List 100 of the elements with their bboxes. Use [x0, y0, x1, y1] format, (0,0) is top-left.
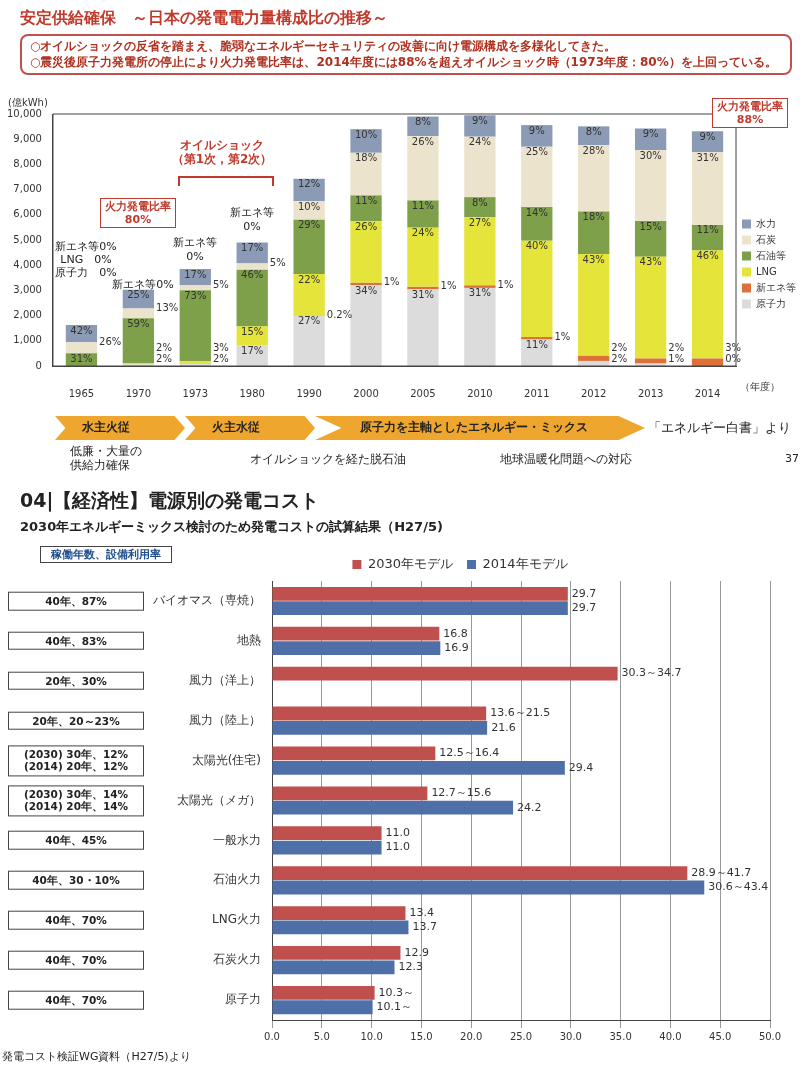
- y-tick-label: 9,000: [13, 132, 42, 144]
- annotation: 新エネ等: [173, 236, 217, 250]
- x-tick-label: 20.0: [460, 1030, 483, 1042]
- x-tick-label: 2013: [637, 387, 664, 399]
- legend-label: 石油等: [756, 249, 786, 261]
- chart-title: 安定供給確保 ～日本の発電電力量構成比の推移～: [20, 8, 388, 29]
- annotation: 1%: [383, 276, 400, 288]
- annotation: 31%: [696, 151, 719, 163]
- legend-label: LNG: [756, 265, 777, 277]
- x-tick-label: 2010: [467, 387, 493, 399]
- annotation: 3%: [725, 341, 742, 353]
- annotation: 9%: [642, 128, 659, 140]
- annotation: 14%: [525, 206, 548, 218]
- annotation: 73%: [184, 289, 207, 301]
- annotation: 1%: [497, 278, 514, 290]
- annotation: 17%: [241, 242, 264, 254]
- annotation: 2%: [668, 341, 685, 353]
- text: 火主水従: [212, 420, 260, 435]
- annotation: 2%: [611, 352, 628, 364]
- annotation: 46%: [696, 250, 719, 262]
- x-tick-label: 5.0: [313, 1030, 330, 1042]
- data-label: 11.0: [385, 840, 411, 854]
- x-tick-label: 2014: [694, 387, 721, 399]
- y-axis-title: (億kWh): [8, 96, 48, 108]
- data-label: 13.6～21.5: [490, 706, 551, 720]
- x-tick-label: 10.0: [360, 1030, 383, 1042]
- text: (2030) 30年、12% (2014) 20年、12%: [8, 744, 144, 777]
- annotation: 42%: [70, 324, 93, 336]
- annotation: 29%: [298, 219, 321, 231]
- data-label: 30.3～34.7: [621, 666, 682, 680]
- y-tick-label: 2,000: [13, 309, 42, 321]
- annotation: 40%: [525, 240, 548, 252]
- annotation: 26%: [411, 135, 435, 147]
- y-tick-label: 一般水力: [213, 832, 261, 847]
- text: 40年、70%: [8, 990, 144, 1010]
- text: 地球温暖化問題への対応: [500, 452, 632, 467]
- annotation: 26%: [99, 335, 122, 347]
- annotation: 25%: [525, 146, 548, 158]
- annotation: 11%: [525, 339, 548, 351]
- annotation: 24%: [468, 136, 491, 148]
- text: 水主火従: [82, 420, 130, 435]
- x-tick-label: 15.0: [410, 1030, 433, 1042]
- annotation: 0%: [243, 220, 261, 234]
- data-label: 12.9: [404, 945, 429, 959]
- annotation: 0%: [186, 250, 204, 264]
- x-tick-label: 1970: [125, 387, 152, 399]
- x-tick-label: 2012: [580, 387, 607, 399]
- annotation: 0.2%: [326, 308, 353, 320]
- data-label: 12.3: [398, 960, 424, 974]
- annotation: 新エネ等0%: [55, 240, 117, 254]
- y-tick-label: 0: [35, 359, 42, 371]
- annotation: 2%: [156, 341, 172, 353]
- data-label: 29.4: [568, 760, 594, 774]
- legend-label: 石炭: [756, 233, 776, 245]
- annotation: 15%: [639, 220, 662, 232]
- annotation: 原子力 0%: [55, 266, 117, 279]
- x-tick-label: 1980: [239, 387, 265, 399]
- x-tick-label: 2000: [353, 387, 379, 399]
- annotation: 17%: [241, 344, 264, 356]
- data-label: 12.7～15.6: [431, 786, 492, 800]
- data-label: 12.5～16.4: [439, 746, 500, 760]
- x-tick-label: 45.0: [709, 1030, 732, 1042]
- text: (2030) 30年、14% (2014) 20年、14%: [8, 784, 144, 817]
- y-tick-label: 地熱: [236, 632, 261, 647]
- x-tick-label: 30.0: [559, 1030, 582, 1042]
- annotation: 3%: [212, 341, 229, 353]
- y-tick-label: LNG火力: [212, 912, 261, 927]
- data-label: 29.7: [571, 586, 597, 600]
- annotation: LNG 0%: [60, 253, 112, 267]
- y-tick-label: 太陽光（メガ）: [177, 792, 261, 807]
- x-tick-label: 25.0: [509, 1030, 533, 1042]
- annotation: 18%: [354, 152, 378, 164]
- y-tick-label: 7,000: [13, 183, 42, 195]
- annotation: 11%: [696, 224, 719, 236]
- annotation: 火力発電比率 88%: [712, 98, 788, 129]
- annotation: 11%: [354, 194, 378, 206]
- annotation: 火力発電比率 80%: [100, 198, 176, 229]
- annotation: 9%: [699, 130, 716, 142]
- y-tick-label: 4,000: [13, 258, 42, 270]
- y-tick-label: 10,000: [6, 107, 42, 119]
- chart-subtitle: ○オイルショックの反省を踏まえ、脆弱なエネルギーセキュリティの改善に向け電源構成を多様化してきた。 ○震災後原子力発電所の停止により火力発電比率は、2014年度には88%を超えオイルショック時（1973年度：80%）を上回っている。: [20, 34, 792, 76]
- data-label: 10.3～: [378, 985, 415, 999]
- y-tick-label: 石炭火力: [213, 952, 261, 967]
- text: オイルショックを経た脱石油: [250, 452, 406, 467]
- annotation: 31%: [411, 288, 435, 300]
- annotation: 27%: [298, 315, 321, 327]
- annotation: 30%: [639, 149, 662, 161]
- text: 37: [785, 452, 799, 466]
- data-label: 10.1～: [376, 1000, 413, 1014]
- y-tick-label: 8,000: [13, 157, 42, 169]
- y-tick-label: 石油火力: [213, 872, 261, 887]
- data-label: 13.7: [412, 920, 437, 934]
- annotation: 8%: [415, 116, 431, 128]
- annotation: 13%: [156, 302, 179, 314]
- data-label: 28.9～41.7: [691, 865, 752, 879]
- data-label: 30.6～43.4: [708, 880, 769, 894]
- annotation: 15%: [241, 326, 264, 338]
- annotation: 46%: [241, 269, 264, 281]
- y-tick-label: 6,000: [13, 208, 42, 220]
- text: 40年、45%: [8, 831, 144, 850]
